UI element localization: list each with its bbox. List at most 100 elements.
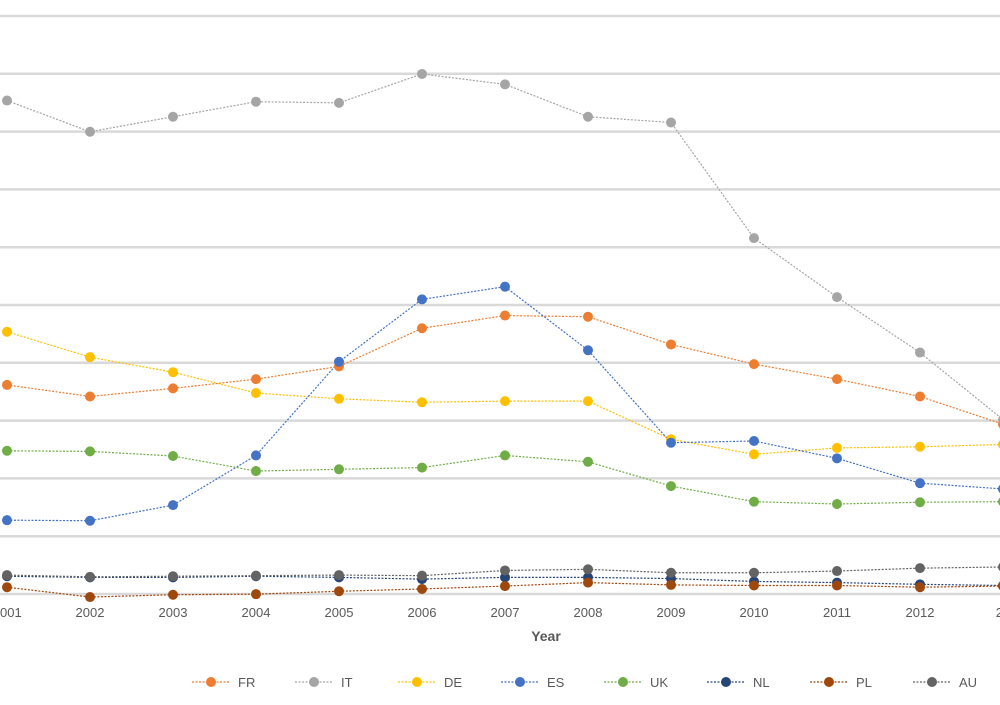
- data-point-au: [749, 567, 759, 578]
- data-point-au: [583, 564, 593, 575]
- data-point-es: [85, 515, 95, 526]
- data-point-au: [500, 565, 510, 576]
- series-lines: [6, 73, 1000, 598]
- data-point-de: [583, 396, 593, 407]
- data-point-pl: [666, 579, 676, 590]
- data-point-it: [666, 117, 676, 128]
- data-point-es: [2, 515, 12, 526]
- x-axis-ticks: 001 2002 2003 2004 2005 2006 2007 2008 2009 2010 2…: [0, 605, 1000, 620]
- data-point-uk: [832, 498, 842, 509]
- data-point-es: [334, 356, 344, 367]
- data-point-au: [666, 567, 676, 578]
- data-point-nl: [500, 572, 510, 583]
- x-tick-label: 2005: [325, 605, 354, 620]
- data-point-pl: [168, 589, 178, 600]
- data-point-de: [168, 367, 178, 378]
- x-tick-label: 2010: [740, 605, 769, 620]
- gridlines: [0, 14, 1000, 596]
- data-point-it: [749, 233, 759, 244]
- legend-item-fr: FR: [192, 675, 255, 690]
- data-point-fr: [832, 374, 842, 385]
- data-point-es: [417, 294, 427, 305]
- data-point-fr: [251, 374, 261, 385]
- data-point-uk: [749, 496, 759, 507]
- legend-item-nl: NL: [707, 675, 770, 690]
- x-tick-label: 2003: [159, 605, 188, 620]
- data-point-es: [583, 345, 593, 356]
- legend-marker: [721, 677, 731, 687]
- data-point-fr: [915, 391, 925, 402]
- data-point-uk: [915, 497, 925, 508]
- legend-marker: [618, 677, 628, 687]
- data-point-it: [583, 111, 593, 122]
- data-point-pl: [749, 580, 759, 591]
- data-point-au: [334, 570, 344, 581]
- data-point-de: [85, 352, 95, 363]
- data-point-es: [915, 478, 925, 489]
- legend-label: PL: [856, 675, 872, 690]
- data-point-pl: [832, 580, 842, 591]
- data-point-it: [500, 79, 510, 90]
- x-tick-label: 2012: [906, 605, 935, 620]
- data-point-fr: [168, 383, 178, 394]
- data-point-fr: [583, 311, 593, 322]
- data-point-de: [334, 393, 344, 404]
- data-point-au: [85, 571, 95, 582]
- data-point-au: [168, 571, 178, 582]
- x-tick-label: 2011: [823, 605, 851, 620]
- data-point-fr: [85, 391, 95, 402]
- data-point-es: [500, 281, 510, 292]
- data-point-uk: [2, 445, 12, 456]
- legend-item-pl: PL: [810, 675, 872, 690]
- legend-label: DE: [444, 675, 462, 690]
- legend-label: AU: [959, 675, 977, 690]
- data-point-es: [749, 435, 759, 446]
- x-axis-title: Year: [531, 628, 561, 644]
- data-point-au: [251, 570, 261, 581]
- data-point-de: [749, 449, 759, 460]
- data-point-de: [500, 396, 510, 407]
- legend-label: ES: [547, 675, 565, 690]
- data-point-au: [2, 570, 12, 581]
- data-point-it: [2, 95, 12, 106]
- legend-marker: [515, 677, 525, 687]
- data-point-de: [2, 326, 12, 337]
- data-point-au: [417, 570, 427, 581]
- legend-item-es: ES: [501, 675, 565, 690]
- series-line-de: [6, 331, 1000, 455]
- data-point-it: [168, 111, 178, 122]
- x-tick-label: 2009: [657, 605, 686, 620]
- legend-label: FR: [238, 675, 255, 690]
- data-point-fr: [500, 310, 510, 321]
- data-point-uk: [251, 466, 261, 477]
- x-tick-label: 2002: [76, 605, 105, 620]
- data-point-pl: [85, 592, 95, 603]
- data-point-it: [915, 347, 925, 358]
- x-tick-label: 001: [0, 605, 22, 620]
- data-point-uk: [417, 462, 427, 473]
- x-tick-label: 2008: [574, 605, 603, 620]
- data-point-au: [915, 563, 925, 574]
- data-point-pl: [334, 586, 344, 597]
- legend-marker: [206, 677, 216, 687]
- legend-marker: [309, 677, 319, 687]
- legend: FR IT DE ES UK NL PL AU: [192, 675, 977, 690]
- legend-marker: [412, 677, 422, 687]
- data-point-it: [251, 96, 261, 107]
- data-point-it: [832, 292, 842, 303]
- data-point-pl: [500, 581, 510, 592]
- legend-item-de: DE: [398, 675, 462, 690]
- legend-marker: [927, 677, 937, 687]
- data-point-de: [417, 397, 427, 408]
- legend-label: IT: [341, 675, 353, 690]
- data-point-it: [334, 97, 344, 108]
- data-point-pl: [583, 577, 593, 588]
- data-point-es: [168, 500, 178, 511]
- data-point-uk: [500, 450, 510, 461]
- data-point-de: [832, 442, 842, 453]
- series-line-fr: [6, 314, 1000, 424]
- legend-item-au: AU: [913, 675, 977, 690]
- data-point-pl: [251, 589, 261, 600]
- data-point-de: [915, 441, 925, 452]
- data-point-fr: [666, 339, 676, 350]
